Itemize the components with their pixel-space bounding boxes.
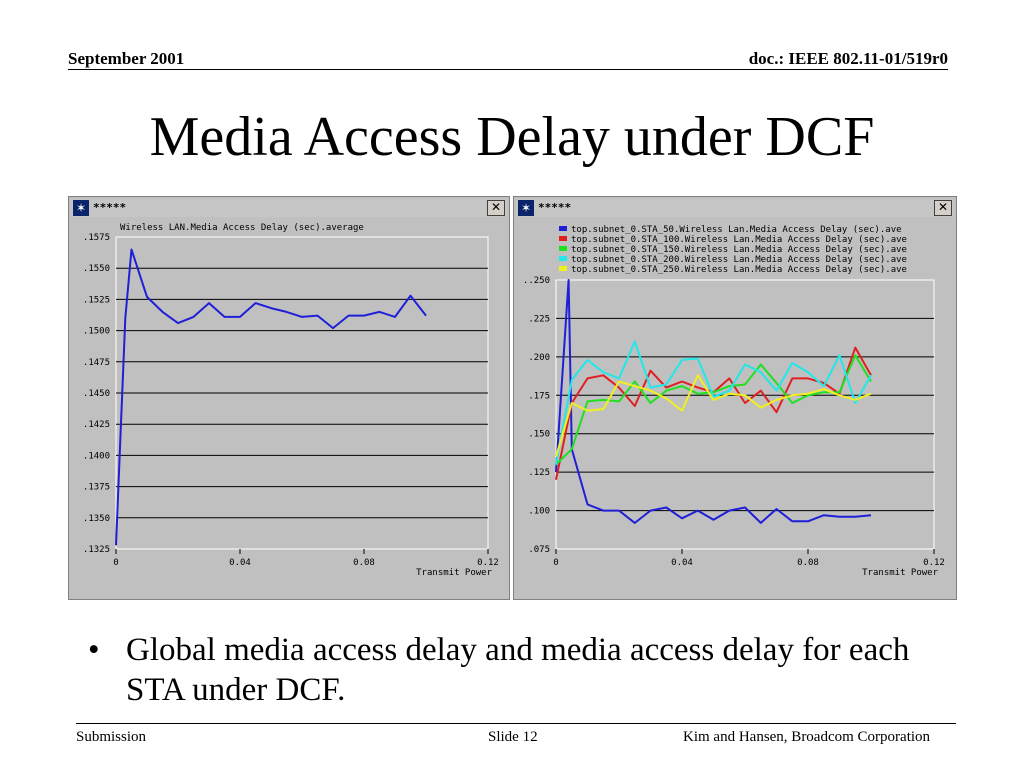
window-title: *****	[538, 201, 572, 214]
x-axis-label: Transmit Power	[416, 568, 492, 578]
y-tick-label: .1450	[83, 389, 110, 399]
y-tick-label: .125	[528, 468, 550, 478]
y-tick-label: .1575	[83, 233, 110, 243]
header-rule	[68, 69, 948, 70]
y-tick-label: .150	[528, 430, 550, 440]
window-titlebar[interactable]: ✶ ***** ✕	[516, 199, 954, 217]
y-tick-label: .1350	[83, 514, 110, 524]
footer-submission: Submission	[76, 729, 147, 745]
bullet-text: Global media access delay and media acce…	[126, 632, 910, 708]
legend-label: top.subnet_0.STA_50.Wireless Lan.Media A…	[571, 225, 902, 235]
y-tick-label: .1475	[83, 358, 110, 368]
footer-slide-number: Slide 12	[488, 729, 538, 745]
app-icon: ✶	[518, 200, 534, 216]
x-tick-label: 0.04	[671, 558, 693, 568]
header-doc-id: doc.: IEEE 802.11-01/519r0	[748, 49, 948, 68]
y-tick-label: .200	[528, 353, 550, 363]
x-tick-label: 0.12	[923, 558, 945, 568]
chart-title: Wireless LAN.Media Access Delay (sec).av…	[120, 223, 364, 233]
chart-left: .1575 .1550 .1525 .1500 .1475 .1450 .1425 .1400…	[83, 223, 499, 578]
legend-swatch	[559, 226, 567, 231]
y-tick-label: .075	[528, 545, 550, 555]
y-tick-label: .175	[528, 391, 550, 401]
x-axis-label: Transmit Power	[862, 568, 938, 578]
y-tick-label: .1375	[83, 483, 110, 493]
y-tick-label: ..250	[523, 276, 550, 286]
x-tick-label: 0.08	[797, 558, 819, 568]
y-tick-label: .100	[528, 507, 550, 517]
chart-window-right[interactable]: ✶ ***** ✕ ..250 .225 .200 .175 .150 .125 .100.…	[513, 196, 957, 600]
x-tick-label: 0.12	[477, 558, 499, 568]
footer-rule	[76, 723, 956, 724]
legend-swatch	[559, 266, 567, 271]
footer-authors: Kim and Hansen, Broadcom Corporation	[683, 729, 931, 745]
y-tick-label: .1425	[83, 420, 110, 430]
bullet-marker: •	[88, 632, 100, 668]
legend-label: top.subnet_0.STA_150.Wireless Lan.Media …	[571, 245, 907, 255]
legend-swatch	[559, 256, 567, 261]
y-tick-label: .225	[528, 314, 550, 324]
x-tick-label: 0.04	[229, 558, 251, 568]
y-tick-label: .1325	[83, 545, 110, 555]
legend-swatch	[559, 236, 567, 241]
chart-window-left[interactable]: ✶ ***** ✕ .1575 .1550 .1525 .1500 .1475 .1450…	[68, 196, 510, 600]
header-date: September 2001	[68, 49, 185, 68]
legend-label: top.subnet_0.STA_250.Wireless Lan.Media …	[571, 265, 907, 275]
x-tick-label: 0	[113, 558, 118, 568]
series-line	[555, 340, 872, 465]
series-line	[115, 248, 427, 546]
legend-label: top.subnet_0.STA_200.Wireless Lan.Media …	[571, 255, 907, 265]
legend-swatch	[559, 246, 567, 251]
plot-area	[555, 279, 935, 550]
x-tick-label: 0	[553, 558, 558, 568]
y-tick-label: .1525	[83, 295, 110, 305]
legend-label: top.subnet_0.STA_100.Wireless Lan.Media …	[571, 235, 907, 245]
window-title: *****	[93, 201, 127, 214]
window-titlebar[interactable]: ✶ ***** ✕	[71, 199, 507, 217]
x-tick-label: 0.08	[353, 558, 375, 568]
y-tick-label: .1400	[83, 451, 110, 461]
y-tick-label: .1500	[83, 327, 110, 337]
series-line	[555, 374, 872, 458]
slide-title: Media Access Delay under DCF	[149, 106, 875, 168]
series-line	[555, 279, 872, 524]
close-button[interactable]: ✕	[934, 200, 952, 216]
y-tick-label: .1550	[83, 264, 110, 274]
app-icon: ✶	[73, 200, 89, 216]
close-button[interactable]: ✕	[487, 200, 505, 216]
